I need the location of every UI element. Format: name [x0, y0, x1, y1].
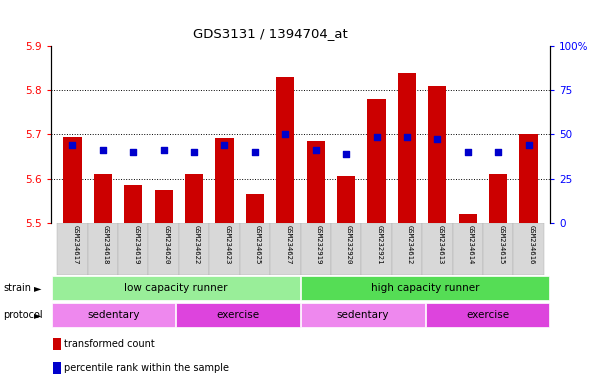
- Text: percentile rank within the sample: percentile rank within the sample: [64, 363, 230, 373]
- FancyBboxPatch shape: [422, 223, 453, 275]
- Text: sedentary: sedentary: [87, 310, 139, 320]
- Text: GSM234619: GSM234619: [133, 225, 139, 265]
- Text: sedentary: sedentary: [337, 310, 389, 320]
- Text: GSM234616: GSM234616: [529, 225, 535, 265]
- Point: [281, 131, 290, 137]
- Point: [433, 136, 442, 142]
- FancyBboxPatch shape: [301, 276, 549, 300]
- Bar: [489, 174, 507, 223]
- Bar: [519, 134, 538, 223]
- Text: GSM234625: GSM234625: [255, 225, 261, 265]
- Bar: [398, 73, 416, 223]
- Point: [159, 147, 168, 153]
- Text: GSM234618: GSM234618: [103, 225, 109, 265]
- FancyBboxPatch shape: [426, 303, 549, 327]
- Bar: [429, 86, 447, 223]
- FancyBboxPatch shape: [270, 223, 300, 275]
- FancyBboxPatch shape: [118, 223, 148, 275]
- Bar: [124, 185, 142, 223]
- Bar: [367, 99, 386, 223]
- FancyBboxPatch shape: [331, 223, 361, 275]
- Text: GSM234620: GSM234620: [163, 225, 169, 265]
- Text: GSM234615: GSM234615: [498, 225, 504, 265]
- Point: [524, 142, 534, 149]
- FancyBboxPatch shape: [52, 303, 175, 327]
- Bar: [63, 137, 82, 223]
- Bar: [53, 338, 61, 350]
- Text: GSM234623: GSM234623: [224, 225, 230, 265]
- FancyBboxPatch shape: [361, 223, 392, 275]
- Text: exercise: exercise: [216, 310, 260, 320]
- Point: [250, 149, 260, 155]
- Bar: [53, 362, 61, 374]
- Text: transformed count: transformed count: [64, 339, 155, 349]
- Bar: [94, 174, 112, 223]
- FancyBboxPatch shape: [57, 223, 88, 275]
- Text: GDS3131 / 1394704_at: GDS3131 / 1394704_at: [193, 27, 348, 40]
- FancyBboxPatch shape: [513, 223, 544, 275]
- FancyBboxPatch shape: [209, 223, 240, 275]
- Text: protocol: protocol: [3, 310, 43, 320]
- Text: ►: ►: [34, 310, 41, 320]
- FancyBboxPatch shape: [148, 223, 179, 275]
- Text: GSM234614: GSM234614: [468, 225, 474, 265]
- Bar: [185, 174, 203, 223]
- FancyBboxPatch shape: [301, 303, 424, 327]
- FancyBboxPatch shape: [88, 223, 118, 275]
- Text: low capacity runner: low capacity runner: [124, 283, 228, 293]
- Bar: [215, 138, 234, 223]
- FancyBboxPatch shape: [177, 303, 300, 327]
- FancyBboxPatch shape: [453, 223, 483, 275]
- Text: exercise: exercise: [466, 310, 509, 320]
- Point: [129, 149, 138, 155]
- Text: ►: ►: [34, 283, 41, 293]
- Text: GSM234627: GSM234627: [285, 225, 291, 265]
- Text: GSM234613: GSM234613: [438, 225, 444, 265]
- FancyBboxPatch shape: [52, 276, 300, 300]
- Point: [493, 149, 503, 155]
- Point: [189, 149, 199, 155]
- Point: [402, 134, 412, 140]
- Text: high capacity runner: high capacity runner: [371, 283, 480, 293]
- Point: [98, 147, 108, 153]
- Bar: [154, 190, 172, 223]
- Bar: [337, 176, 355, 223]
- Bar: [246, 194, 264, 223]
- Bar: [307, 141, 325, 223]
- FancyBboxPatch shape: [240, 223, 270, 275]
- Bar: [276, 77, 294, 223]
- FancyBboxPatch shape: [483, 223, 513, 275]
- Text: GSM234612: GSM234612: [407, 225, 413, 265]
- Point: [463, 149, 472, 155]
- FancyBboxPatch shape: [179, 223, 209, 275]
- Text: GSM234622: GSM234622: [194, 225, 200, 265]
- Point: [372, 134, 382, 140]
- Point: [311, 147, 320, 153]
- FancyBboxPatch shape: [300, 223, 331, 275]
- Text: GSM232919: GSM232919: [316, 225, 322, 265]
- Text: GSM232920: GSM232920: [346, 225, 352, 265]
- Point: [67, 142, 77, 149]
- Point: [219, 142, 229, 149]
- Point: [341, 151, 351, 157]
- Bar: [459, 214, 477, 223]
- Text: GSM232921: GSM232921: [377, 225, 383, 265]
- Text: GSM234617: GSM234617: [72, 225, 78, 265]
- Text: strain: strain: [3, 283, 31, 293]
- FancyBboxPatch shape: [392, 223, 422, 275]
